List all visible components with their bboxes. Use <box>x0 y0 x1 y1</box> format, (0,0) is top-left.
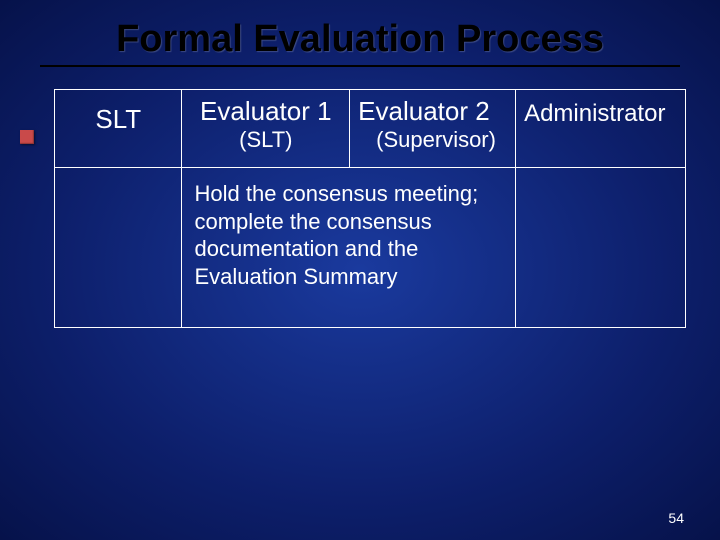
slide-title: Formal Evaluation Process <box>0 0 720 65</box>
title-underline <box>40 65 680 67</box>
header-label-ev2: Evaluator 2 <box>358 96 490 126</box>
header-cell-evaluator1: Evaluator 1 (SLT) <box>182 90 350 168</box>
body-cell-admin <box>516 168 686 328</box>
page-number: 54 <box>668 510 684 526</box>
body-cell-slt <box>55 168 182 328</box>
table-header-row: SLT Evaluator 1 (SLT) Evaluator 2 (Super… <box>55 90 686 168</box>
body-text: Hold the consensus meeting; complete the… <box>190 174 507 292</box>
header-cell-slt: SLT <box>55 90 182 168</box>
body-cell-merged: Hold the consensus meeting; complete the… <box>182 168 516 328</box>
header-label-admin: Administrator <box>524 100 665 129</box>
header-cell-administrator: Administrator <box>516 90 686 168</box>
header-cell-evaluator2: Evaluator 2 (Supervisor) <box>350 90 516 168</box>
header-label-ev1: Evaluator 1 <box>200 96 332 126</box>
header-sub-ev2: (Supervisor) <box>358 127 507 153</box>
evaluation-table: SLT Evaluator 1 (SLT) Evaluator 2 (Super… <box>54 89 686 328</box>
header-label-slt: SLT <box>95 104 141 135</box>
header-sub-ev1: (SLT) <box>190 127 341 153</box>
bullet-icon <box>20 130 34 144</box>
table-body-row: Hold the consensus meeting; complete the… <box>55 168 686 328</box>
